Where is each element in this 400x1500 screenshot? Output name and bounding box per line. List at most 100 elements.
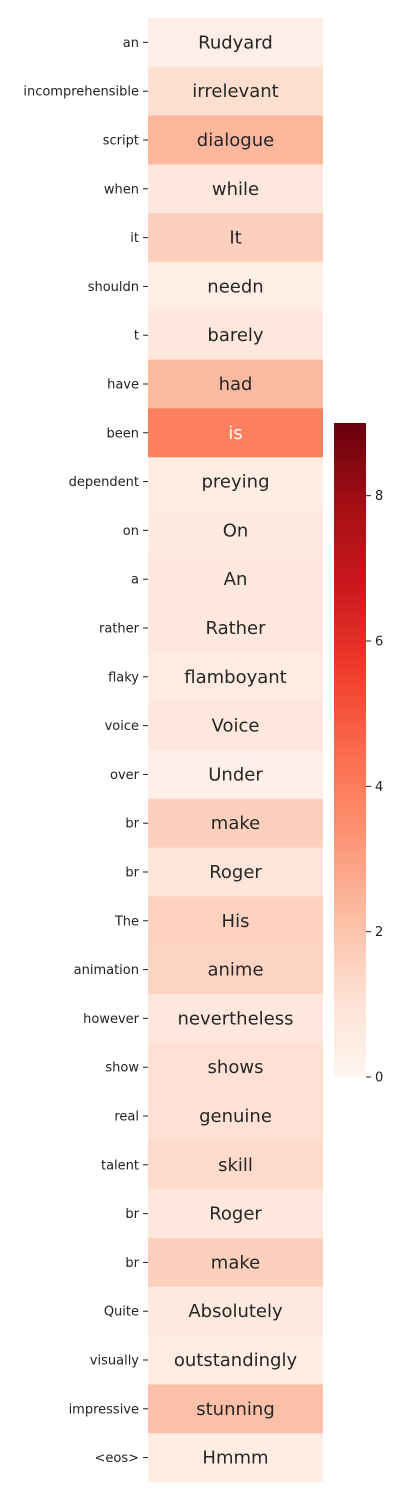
heatmap-cell — [148, 750, 323, 800]
heatmap-cell — [148, 408, 323, 458]
heatmap-cell — [148, 945, 323, 995]
heatmap-cell-label: shows — [208, 1057, 264, 1078]
row-label: br — [125, 1256, 139, 1271]
heatmap-cell-label: while — [212, 179, 259, 200]
heatmap-cell — [148, 847, 323, 897]
heatmap-cell-label: His — [222, 911, 250, 932]
colorbar-tick-label: 4 — [375, 780, 383, 795]
heatmap-cell — [148, 1433, 323, 1483]
row-label: show — [105, 1061, 139, 1076]
row-label: <eos> — [94, 1451, 139, 1466]
heatmap-cell — [148, 603, 323, 653]
row-label: The — [114, 914, 139, 929]
row-label: an — [123, 36, 139, 51]
heatmap-cell-label: nevertheless — [178, 1008, 294, 1029]
row-label: however — [83, 1012, 140, 1027]
row-label: br — [125, 817, 139, 832]
heatmap-cell-label: Roger — [209, 862, 262, 883]
heatmap-cell-label: irrelevant — [192, 81, 278, 102]
heatmap-cell-label: Roger — [209, 1204, 262, 1225]
heatmap-cell-label: had — [219, 374, 253, 395]
colorbar-gradient — [334, 423, 366, 1077]
heatmap-cell-label: Voice — [212, 716, 260, 737]
colorbar-tick-label: 6 — [375, 635, 383, 650]
heatmap-cell — [148, 1189, 323, 1239]
row-label: br — [125, 1207, 139, 1222]
row-labels: an incomprehensible script when it shouldn t ha… — [23, 36, 148, 1466]
heatmap-cell-label: is — [228, 423, 242, 444]
colorbar: 0 2 4 6 8 — [334, 423, 383, 1086]
row-label: visually — [90, 1354, 140, 1369]
heatmap-cell — [148, 994, 323, 1044]
heatmap-cell-label: genuine — [199, 1106, 272, 1127]
heatmap-cell-label: barely — [207, 325, 264, 346]
colorbar-ticks: 0 2 4 6 8 — [366, 489, 383, 1086]
row-label: a — [131, 573, 139, 588]
heatmap-cell — [148, 359, 323, 409]
heatmap-cell — [148, 66, 323, 117]
heatmap-cell — [148, 262, 323, 312]
heatmap-cell — [148, 1238, 323, 1288]
row-label: t — [134, 329, 139, 344]
heatmap-cell — [148, 213, 323, 263]
heatmap-cell — [148, 896, 323, 946]
heatmap-cell-label: anime — [207, 960, 263, 981]
row-label: on — [123, 524, 139, 539]
heatmap-cell — [148, 652, 323, 702]
heatmap-cell — [148, 1335, 323, 1385]
row-label: over — [110, 768, 140, 783]
row-label: it — [130, 231, 139, 246]
heatmap-cell-label: flamboyant — [184, 667, 287, 688]
colorbar-tick-label: 0 — [375, 1071, 383, 1086]
heatmap-cell — [148, 1140, 323, 1190]
row-label: dependent — [69, 475, 139, 490]
heatmap-cell — [148, 1384, 323, 1434]
row-label: talent — [101, 1158, 139, 1173]
heatmap-cell — [148, 310, 323, 361]
heatmap-cell — [148, 798, 323, 849]
row-label: when — [104, 182, 139, 197]
heatmap-cell-label: Under — [208, 764, 263, 785]
heatmap-cell — [148, 164, 323, 214]
row-label: animation — [74, 963, 139, 978]
heatmap-cell-label: dialogue — [197, 130, 274, 151]
heatmap-cell — [148, 554, 323, 605]
colorbar-tick-label: 2 — [375, 925, 383, 940]
row-label: have — [107, 378, 139, 393]
heatmap-cell-label: stunning — [196, 1399, 275, 1420]
row-label: br — [125, 866, 139, 881]
heatmap-cell-label: Rudyard — [198, 32, 273, 53]
heatmap-cell-label: Rather — [205, 618, 266, 639]
row-label: shouldn — [88, 280, 139, 295]
row-label: been — [107, 426, 140, 441]
row-label: impressive — [69, 1402, 139, 1417]
heatmap-cell — [148, 506, 323, 556]
row-label: voice — [105, 719, 139, 734]
heatmap-cell-label: make — [211, 813, 260, 834]
row-label: script — [103, 134, 139, 149]
heatmap-cell-label: outstandingly — [174, 1350, 298, 1371]
row-label: rather — [99, 622, 140, 637]
heatmap-cell — [148, 1091, 323, 1141]
heatmap-cell — [148, 457, 323, 507]
row-label: incomprehensible — [23, 85, 139, 100]
heatmap-cell-label: make — [211, 1252, 260, 1273]
heatmap-cell-label: An — [224, 569, 248, 590]
heatmap-cell — [148, 1286, 323, 1337]
heatmap-cell-label: On — [223, 520, 249, 541]
heatmap-cell-label: It — [229, 228, 241, 249]
heatmap-cell — [148, 701, 323, 751]
row-label: real — [114, 1110, 139, 1125]
heatmap-cell-label: Absolutely — [188, 1301, 283, 1322]
heatmap-cell-label: skill — [218, 1155, 253, 1176]
heatmap-cell — [148, 1042, 323, 1093]
colorbar-tick-label: 8 — [375, 489, 383, 504]
heatmap-cells: Rudyard irrelevant dialogue while It needn bar… — [148, 18, 323, 1483]
heatmap-cell-label: Hmmm — [202, 1448, 268, 1469]
row-label: flaky — [108, 670, 139, 685]
heatmap-cell — [148, 18, 323, 68]
heatmap-cell-label: preying — [202, 472, 270, 493]
heatmap-cell — [148, 115, 323, 165]
row-label: Quite — [104, 1305, 139, 1320]
